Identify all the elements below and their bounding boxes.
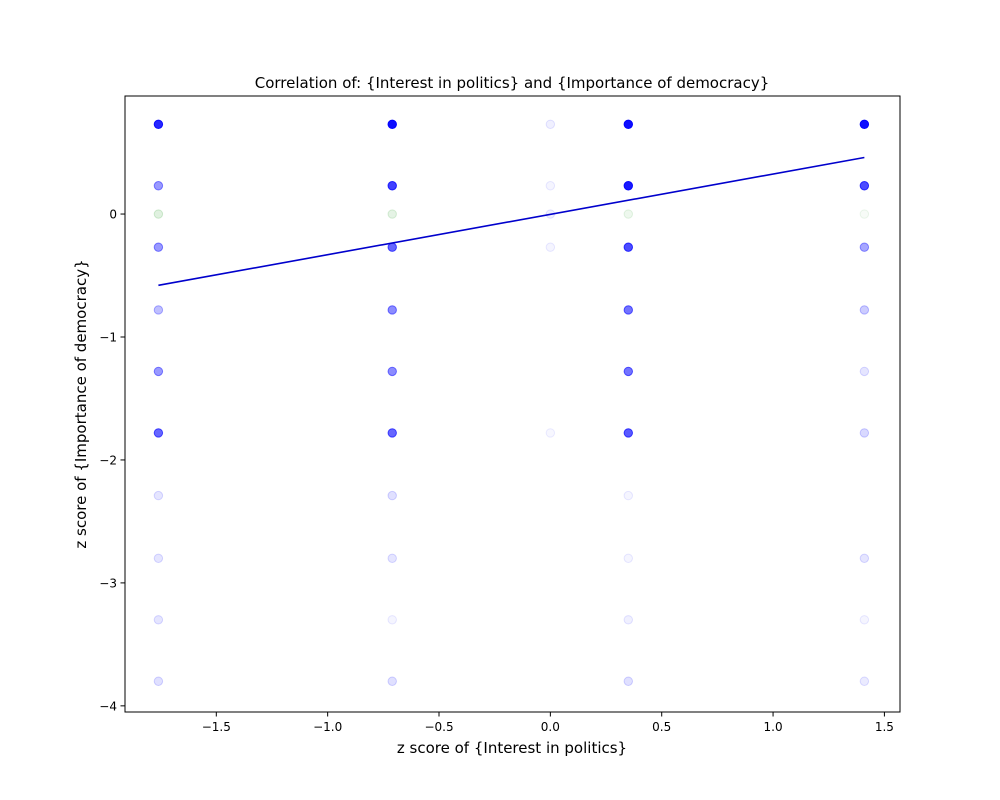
data-point — [387, 676, 397, 686]
y-tick-label: −1 — [99, 330, 117, 344]
data-point — [859, 615, 870, 625]
chart-title: Correlation of: {Interest in politics} a… — [255, 74, 770, 92]
data-point — [859, 428, 870, 438]
missing-data-point — [623, 209, 634, 219]
data-point — [387, 553, 397, 564]
y-tick-label: −2 — [99, 453, 117, 467]
regression-line — [158, 156, 865, 287]
data-point — [387, 305, 397, 315]
data-point — [387, 615, 397, 625]
x-tick-label: −1.5 — [202, 720, 231, 734]
data-point — [859, 676, 870, 686]
data-point — [153, 615, 164, 625]
data-point — [859, 242, 870, 252]
data-point — [153, 305, 164, 315]
data-point — [623, 305, 634, 315]
data-point — [387, 119, 397, 129]
data-point — [623, 676, 634, 686]
data-point — [153, 553, 164, 564]
data-point — [623, 366, 634, 377]
data-point — [623, 428, 634, 438]
x-tick-label: −1.0 — [313, 720, 342, 734]
x-tick-label: −0.5 — [424, 720, 453, 734]
data-point — [153, 181, 164, 191]
missing-data-point — [153, 209, 164, 219]
data-point — [153, 242, 164, 252]
x-tick-label: 1.5 — [875, 720, 894, 734]
data-point — [153, 490, 164, 501]
y-tick-label: 0 — [109, 208, 117, 222]
data-point — [859, 366, 870, 377]
data-point — [623, 181, 634, 191]
data-point — [859, 305, 870, 315]
missing-data-point — [387, 209, 397, 219]
x-tick-label: 0.0 — [541, 720, 560, 734]
y-axis-title: z score of {Importance of democracy} — [72, 259, 90, 548]
data-point — [623, 615, 634, 625]
x-tick-label: 0.5 — [652, 720, 671, 734]
y-tick-label: −3 — [99, 576, 117, 590]
y-tick-label: −4 — [99, 699, 117, 713]
data-point — [545, 119, 556, 129]
data-point — [623, 490, 634, 501]
fit-line-layer — [158, 156, 865, 287]
data-point — [623, 119, 634, 129]
data-point — [545, 242, 556, 252]
data-point — [153, 676, 164, 686]
x-axis-ticks: −1.5 −1.0 −0.5 0.0 0.5 1.0 1.5 — [202, 712, 894, 734]
data-point — [859, 119, 870, 129]
data-point — [623, 242, 634, 252]
data-point — [623, 553, 634, 564]
data-point — [545, 181, 556, 191]
data-point — [153, 366, 164, 377]
y-axis-ticks: 0 −1 −2 −3 −4 — [99, 208, 125, 713]
data-point — [859, 553, 870, 564]
points-layer — [153, 119, 870, 686]
data-point — [387, 490, 397, 501]
x-tick-label: 1.0 — [764, 720, 783, 734]
plot-area-frame — [124, 95, 901, 713]
data-point — [545, 428, 556, 438]
data-point — [153, 428, 164, 438]
x-axis-title: z score of {Interest in politics} — [397, 739, 627, 757]
data-point — [387, 366, 397, 377]
data-point — [859, 181, 870, 191]
data-point — [153, 119, 164, 129]
data-point — [387, 181, 397, 191]
data-point — [387, 428, 397, 438]
missing-data-point — [859, 209, 870, 219]
